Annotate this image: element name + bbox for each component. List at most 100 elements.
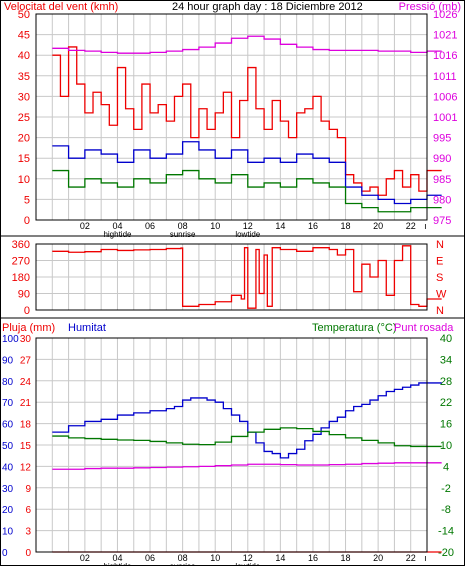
rain-tick-label: 15 bbox=[20, 441, 32, 452]
dewpoint-axis-label: Punt rosada bbox=[394, 322, 454, 334]
plot-frame bbox=[35, 243, 428, 311]
direction-compass-tick-label: S bbox=[436, 272, 443, 284]
wind-average-line bbox=[52, 141, 442, 205]
x-tick-label: 10 bbox=[210, 553, 220, 563]
pressure-tick-label: 1001 bbox=[433, 112, 457, 124]
plot-frame bbox=[35, 337, 428, 553]
graph-title: 24 hour graph day : 18 Diciembre 2012 bbox=[172, 1, 363, 13]
humidity-line bbox=[52, 382, 442, 459]
temperature-tick-label: -14 bbox=[438, 526, 454, 538]
wind-speed-tick-label: 40 bbox=[18, 50, 30, 62]
x-tick-label: 20 bbox=[373, 553, 383, 563]
direction-degree-tick-label: 180 bbox=[12, 272, 30, 284]
wind-speed-tick-label: 5 bbox=[24, 194, 30, 206]
humidity-axis-label: Humitat bbox=[68, 322, 106, 334]
x-tick-label: 08 bbox=[178, 553, 188, 563]
x-tick-label: 12 bbox=[243, 553, 253, 563]
humidity-tick-label: 100 bbox=[2, 334, 19, 345]
tide-sun-marker-label: hightide bbox=[103, 230, 132, 239]
x-tick-label: 14 bbox=[275, 553, 285, 563]
temperature-tick-label: 28 bbox=[440, 376, 452, 388]
temperature-tick-label: 34 bbox=[440, 354, 452, 366]
direction-degree-tick-label: 90 bbox=[18, 289, 30, 301]
x-tick-label: 22 bbox=[406, 553, 416, 563]
x-tick-label: 16 bbox=[308, 553, 318, 563]
rain-tick-label: 24 bbox=[20, 377, 32, 388]
temperature-tick-label: -20 bbox=[438, 547, 454, 559]
rain-axis-label: Pluja (mm) bbox=[2, 322, 55, 334]
pressure-tick-label: 975 bbox=[433, 215, 451, 227]
wind-speed-tick-label: 25 bbox=[18, 112, 30, 124]
wind-speed-tick-label: 35 bbox=[18, 71, 30, 83]
tide-sun-marker-label: sunrise bbox=[170, 230, 196, 239]
humidity-tick-label: 50 bbox=[2, 441, 14, 452]
temperature-tick-label: 22 bbox=[440, 397, 452, 409]
direction-degree-tick-label: 0 bbox=[24, 305, 30, 317]
humidity-tick-label: 90 bbox=[2, 355, 14, 366]
x-tick-label: 02 bbox=[80, 553, 90, 563]
tide-sun-marker-label: sunrise bbox=[170, 562, 196, 566]
humidity-tick-label: 0 bbox=[2, 548, 8, 559]
wind-speed-tick-label: 0 bbox=[24, 215, 30, 227]
x-tick-label: 06 bbox=[145, 553, 155, 563]
rain-tick-label: 12 bbox=[20, 462, 32, 473]
pressure-tick-label: 980 bbox=[433, 194, 451, 206]
x-tick-label: 04 bbox=[112, 553, 122, 563]
pressure-tick-label: 985 bbox=[433, 174, 451, 186]
wind-speed-line bbox=[52, 46, 442, 196]
rain-tick-label: 0 bbox=[25, 548, 31, 559]
rain-tick-label: 9 bbox=[25, 484, 31, 495]
x-tick-label: 16 bbox=[308, 221, 318, 231]
plot-frame bbox=[35, 13, 428, 221]
temperature-tick-label: 16 bbox=[440, 419, 452, 431]
humidity-tick-label: 80 bbox=[2, 377, 14, 388]
direction-compass-tick-label: N bbox=[436, 239, 444, 251]
pressure-tick-label: 1016 bbox=[433, 50, 457, 62]
direction-compass-tick-label: N bbox=[436, 305, 444, 317]
humidity-tick-label: 70 bbox=[2, 398, 14, 409]
wind-speed-tick-label: 50 bbox=[18, 9, 30, 21]
x-tick-label: 22 bbox=[406, 221, 416, 231]
temperature-tick-label: 4 bbox=[443, 461, 449, 473]
x-tick-label: 14 bbox=[275, 221, 285, 231]
wind-speed-axis-label: Velocitat del vent (kmh) bbox=[4, 1, 118, 13]
x-tick-label: 12 bbox=[243, 221, 253, 231]
rain-tick-label: 18 bbox=[20, 420, 32, 431]
wind-speed-tick-label: 30 bbox=[18, 91, 30, 103]
temperature-tick-label: -2 bbox=[441, 483, 451, 495]
humidity-tick-label: 10 bbox=[2, 527, 14, 538]
rain-tick-label: 27 bbox=[20, 355, 32, 366]
wind-gust-line bbox=[52, 169, 442, 213]
humidity-tick-label: 60 bbox=[2, 420, 14, 431]
humidity-tick-label: 30 bbox=[2, 484, 14, 495]
rain-tick-label: 21 bbox=[20, 398, 32, 409]
x-tick-label: 04 bbox=[112, 221, 122, 231]
x-end-marker: ı bbox=[424, 553, 427, 563]
x-tick-label: 20 bbox=[373, 221, 383, 231]
temperature-tick-label: 10 bbox=[440, 440, 452, 452]
wind-speed-tick-label: 45 bbox=[18, 30, 30, 42]
pressure-line bbox=[52, 35, 442, 54]
x-tick-label: 02 bbox=[80, 221, 90, 231]
rain-tick-label: 6 bbox=[25, 505, 31, 516]
direction-compass-tick-label: E bbox=[436, 256, 443, 268]
humidity-tick-label: 20 bbox=[2, 505, 14, 516]
pressure-tick-label: 1011 bbox=[433, 71, 457, 83]
x-end-marker: ı bbox=[424, 221, 427, 231]
temperature-axis-label: Temperatura (°C) bbox=[312, 322, 396, 334]
pressure-tick-label: 995 bbox=[433, 133, 451, 145]
wind-speed-tick-label: 15 bbox=[18, 153, 30, 165]
direction-compass-tick-label: W bbox=[436, 289, 447, 301]
direction-degree-tick-label: 270 bbox=[12, 256, 30, 268]
rain-tick-label: 3 bbox=[25, 527, 31, 538]
direction-degree-tick-label: 360 bbox=[12, 239, 30, 251]
tide-sun-marker-label: hightide bbox=[103, 562, 132, 566]
pressure-tick-label: 1026 bbox=[433, 9, 457, 21]
tide-sun-marker-label: lowtide bbox=[235, 230, 260, 239]
wind-speed-tick-label: 10 bbox=[18, 174, 30, 186]
rain-tick-label: 30 bbox=[20, 334, 32, 345]
temperature-line bbox=[52, 427, 442, 448]
pressure-axis-label: Pressió (mb) bbox=[399, 1, 461, 13]
